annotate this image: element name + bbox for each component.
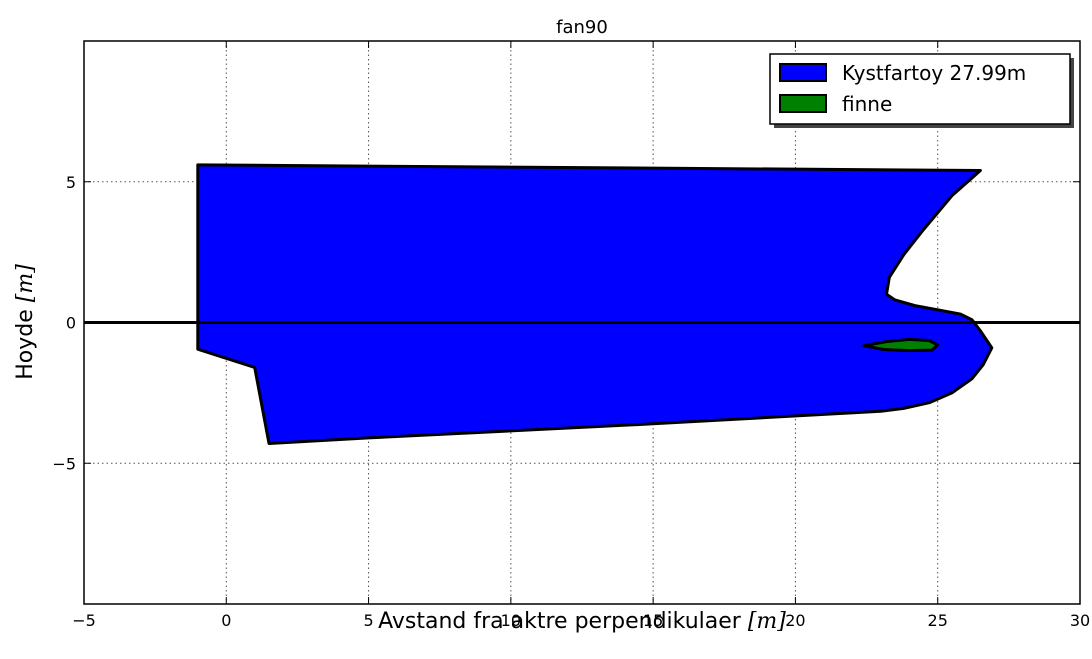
plot-area: −5 0 5 10 15 20 25 30 −5 0 5 — [52, 40, 1090, 630]
x-tick-label: 20 — [785, 611, 805, 630]
fin-profile-area — [862, 337, 940, 353]
x-tick-label: 0 — [221, 611, 231, 630]
x-tick-label: −5 — [72, 611, 96, 630]
legend-label-fin: finne — [842, 92, 892, 116]
legend: Kystfartoy 27.99m finne — [769, 53, 1074, 128]
x-axis-label-text: Avstand fra aktre perpendikulaer — [378, 609, 742, 634]
y-tick-label: 5 — [66, 173, 76, 192]
y-axis-unit: [m] — [13, 264, 38, 302]
y-axis-title: Hoyde [m] — [13, 264, 38, 380]
x-tick-label: 15 — [643, 611, 663, 630]
x-tick-label: 25 — [928, 611, 948, 630]
x-tick-label: 5 — [363, 611, 373, 630]
x-axis-unit: [m] — [748, 609, 786, 634]
x-tick-label: 10 — [501, 611, 521, 630]
y-axis-label-text: Hoyde — [13, 309, 38, 380]
y-tick-label: 0 — [66, 314, 76, 333]
legend-swatch-fin — [779, 94, 827, 113]
hull-profile-area — [196, 163, 994, 445]
legend-label-hull: Kystfartoy 27.99m — [842, 61, 1026, 85]
x-tick-label: 30 — [1070, 611, 1090, 630]
legend-swatch-hull — [779, 63, 827, 82]
chart-title: fan90 — [556, 17, 608, 38]
x-axis-title: Avstand fra aktre perpendikulaer [m] — [378, 609, 786, 634]
y-tick-label: −5 — [52, 454, 76, 473]
